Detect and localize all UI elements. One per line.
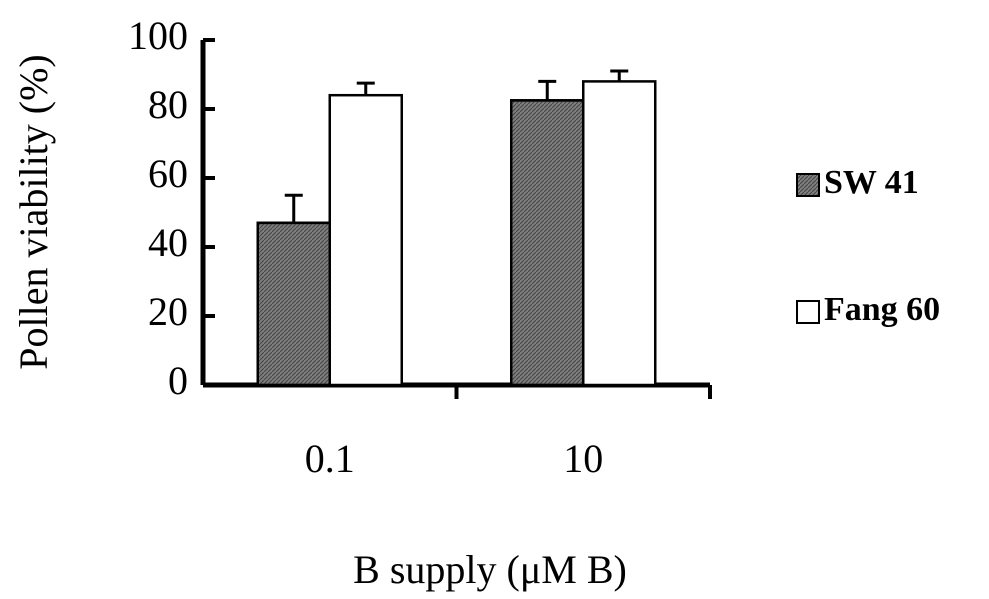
- y-tick-label: 40: [148, 220, 188, 265]
- legend-label: SW 41: [824, 164, 919, 201]
- error-bar: [538, 79, 557, 101]
- error-bar: [610, 69, 629, 82]
- error-bar: [284, 193, 303, 223]
- y-axis-label: Pollen viability (%): [11, 54, 56, 370]
- x-axis-label: B supply (μM B): [353, 547, 627, 592]
- x-tick-label: 0.1: [305, 436, 355, 481]
- legend-label: Fang 60: [824, 291, 940, 328]
- y-tick-label: 0: [168, 358, 188, 403]
- y-tick-label: 60: [148, 151, 188, 196]
- bar-hatch: [256, 221, 331, 387]
- y-tick-label: 80: [148, 82, 188, 127]
- y-tick-label: 100: [128, 13, 188, 58]
- x-tick-label: 10: [563, 436, 603, 481]
- y-tick-label: 20: [148, 289, 188, 334]
- bar: [328, 93, 403, 387]
- legend-swatch-hatch: [796, 173, 820, 197]
- legend-swatch: [796, 300, 820, 324]
- bar: [582, 80, 657, 387]
- error-bar: [356, 81, 375, 96]
- bar-hatch: [510, 99, 585, 387]
